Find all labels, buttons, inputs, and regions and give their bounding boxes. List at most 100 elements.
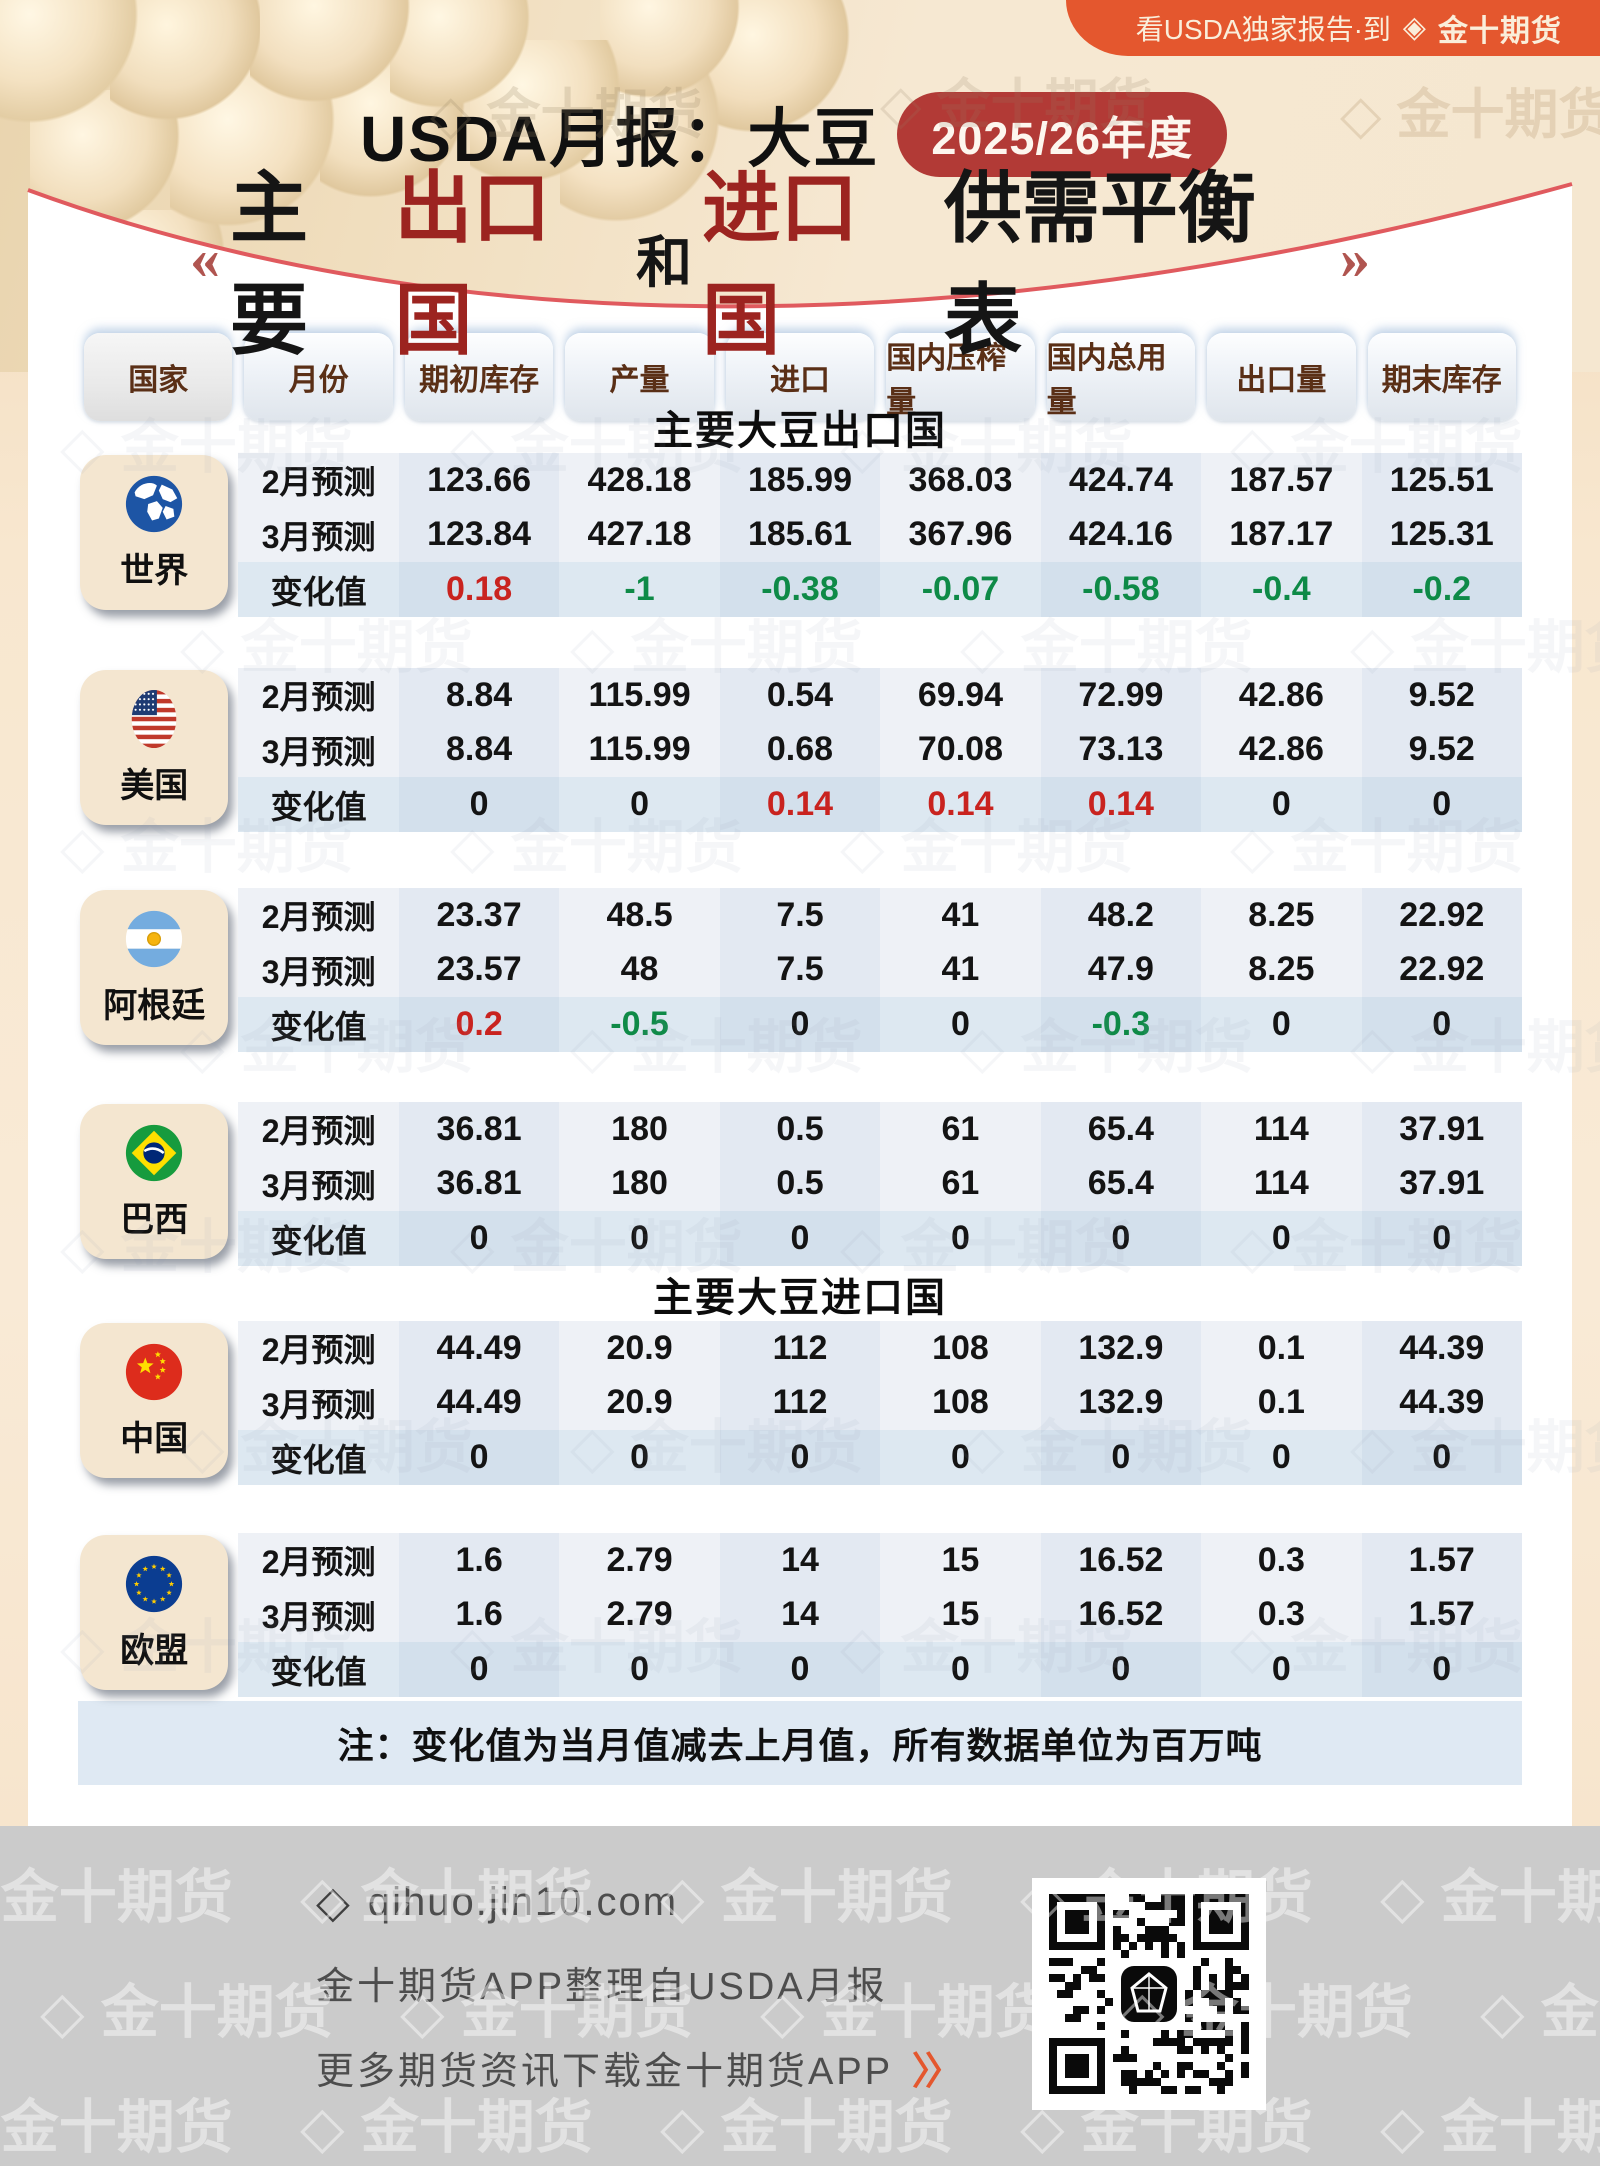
table-cell: -1 — [559, 562, 720, 617]
table-cell: -0.58 — [1040, 562, 1202, 617]
table-cell: 0.14 — [719, 777, 881, 832]
table-cell: 0 — [559, 777, 720, 832]
jin10-promo-banner[interactable]: 看USDA独家报告·到 ◈ 金十期货 — [1065, 0, 1600, 56]
table-cell: 41 — [880, 942, 1041, 998]
table-cell: 8.25 — [1201, 888, 1362, 943]
table-cell: -0.5 — [559, 997, 720, 1052]
china-flag-icon — [123, 1341, 185, 1403]
table-cell: -0.07 — [880, 562, 1041, 617]
column-header-imports: 进口 — [725, 333, 875, 421]
cell-value: 185.61 — [747, 515, 852, 554]
cell-value: 23.57 — [436, 950, 522, 989]
country-name: 中国 — [120, 1420, 189, 1458]
table-cell: 108 — [880, 1375, 1041, 1431]
cell-value: 1.57 — [1408, 1540, 1475, 1579]
table-cell: 0.18 — [398, 562, 560, 617]
footer-source-line: 金十期货APP整理自USDA月报 — [316, 1966, 888, 2008]
table-cell: 0.2 — [398, 997, 560, 1052]
header-banner — [0, 0, 1600, 372]
promo-text: 看USDA独家报告·到 — [1135, 14, 1391, 45]
table-cell: 61 — [880, 1156, 1041, 1212]
cell-value: 0 — [1111, 1438, 1131, 1477]
cell-value: -0.5 — [610, 1005, 669, 1044]
cell-value: 187.57 — [1229, 460, 1334, 499]
cell-value: 48.5 — [606, 895, 673, 934]
table-cell: 2.79 — [559, 1533, 720, 1588]
row-label-cell: 3月预测 — [238, 1156, 399, 1212]
row-label-cell: 3月预测 — [238, 942, 399, 998]
us-flag-icon — [123, 688, 185, 750]
table-cell: -0.2 — [1361, 562, 1522, 617]
cell-value: 112 — [772, 1328, 828, 1367]
site-url[interactable]: qihuo.jin10.com — [367, 1880, 679, 1924]
column-header-crush: 国内压榨量 — [886, 333, 1035, 421]
table-cell: 14 — [719, 1533, 881, 1588]
table-cell: 112 — [719, 1375, 881, 1431]
column-header-country: 国家 — [84, 333, 233, 421]
table-cell: 2.79 — [559, 1587, 720, 1643]
cell-value: 0 — [950, 1219, 970, 1258]
cell-value: 0 — [630, 785, 649, 824]
cell-value: 1.57 — [1408, 1595, 1475, 1634]
cell-value: 16.52 — [1078, 1540, 1164, 1579]
cell-value: 0 — [1271, 1219, 1291, 1258]
table-cell: 20.9 — [559, 1321, 720, 1376]
column-header-ending-stocks: 期末库存 — [1367, 333, 1516, 421]
cell-value: 0.18 — [446, 570, 513, 609]
table-cell: 132.9 — [1040, 1321, 1202, 1376]
table-cell: 0 — [1201, 777, 1362, 832]
table-cell: 44.49 — [398, 1375, 560, 1431]
jin10-diamond-icon: ◈ — [1402, 11, 1426, 44]
table-cell: 0.1 — [1201, 1375, 1362, 1431]
subtitle-red-importers: 进口国 — [702, 165, 859, 364]
header-curve-divider — [27, 182, 1573, 372]
country-name: 美国 — [120, 767, 189, 805]
cell-value: 0 — [790, 1438, 810, 1477]
table-cell: 0 — [398, 777, 560, 832]
footer-download-line[interactable]: 更多期货资讯下载金十期货APP 〉〉 — [316, 2040, 963, 2095]
table-cell: 23.57 — [398, 942, 560, 998]
cell-value: 48 — [620, 950, 659, 989]
table-cell: 9.52 — [1361, 722, 1522, 778]
cell-value: 0 — [630, 1650, 649, 1689]
cell-value: 0.3 — [1257, 1595, 1305, 1634]
cell-value: 0 — [1111, 1219, 1131, 1258]
section-title-importers: 主要大豆进口国 — [653, 1275, 947, 1320]
cell-value: -0.2 — [1412, 570, 1472, 609]
table-cell: 0.54 — [719, 668, 881, 723]
table-cell: 47.9 — [1040, 942, 1202, 998]
table-cell: 0.5 — [719, 1102, 881, 1157]
cell-value: 0 — [469, 1438, 489, 1477]
table-cell: 41 — [880, 888, 1041, 943]
table-cell: 123.84 — [398, 507, 560, 563]
row-label-cell: 2月预测 — [238, 453, 399, 508]
table-cell: 0 — [559, 1430, 720, 1485]
cell-value: 61 — [941, 1164, 980, 1203]
table-cell: 123.66 — [398, 453, 560, 508]
table-cell: 424.74 — [1040, 453, 1202, 508]
row-label-cell: 变化值 — [238, 1211, 399, 1266]
table-cell: 22.92 — [1361, 888, 1522, 943]
footer: ◇ qihuo.jin10.com 金十期货APP整理自USDA月报 更多期货资… — [0, 1826, 1600, 2166]
marketing-year-badge: 2025/26年度 — [897, 91, 1228, 177]
country-block-argentina: 阿根廷 2月预测 23.37 48.5 7.5 41 48.2 8.25 22.92 3月预测 23… — [78, 888, 1522, 1052]
cell-value: 187.17 — [1229, 515, 1334, 554]
cell-value: 0 — [1111, 1650, 1131, 1689]
site-link-row[interactable]: ◇ qihuo.jin10.com — [316, 1880, 957, 1925]
table-cell: 0.14 — [880, 777, 1041, 832]
row-label-cell: 变化值 — [238, 562, 399, 617]
table-cell: 0 — [398, 1211, 560, 1266]
cell-value: 36.81 — [436, 1164, 522, 1203]
cell-value: 0 — [790, 1005, 810, 1044]
row-label-cell: 2月预测 — [238, 1533, 399, 1588]
table-cell: 0 — [1040, 1430, 1202, 1485]
table-cell: 0 — [880, 1211, 1041, 1266]
argentina-flag-icon — [123, 908, 185, 970]
table-cell: 16.52 — [1040, 1533, 1202, 1588]
jin10-brand-label: 金十期货 — [1438, 15, 1562, 48]
table-cell: 16.52 — [1040, 1587, 1202, 1643]
qr-code-panel — [1032, 1878, 1266, 2110]
cell-value: 44.49 — [436, 1383, 522, 1422]
table-cell: 42.86 — [1201, 722, 1362, 778]
cell-value: 0 — [469, 1650, 489, 1689]
